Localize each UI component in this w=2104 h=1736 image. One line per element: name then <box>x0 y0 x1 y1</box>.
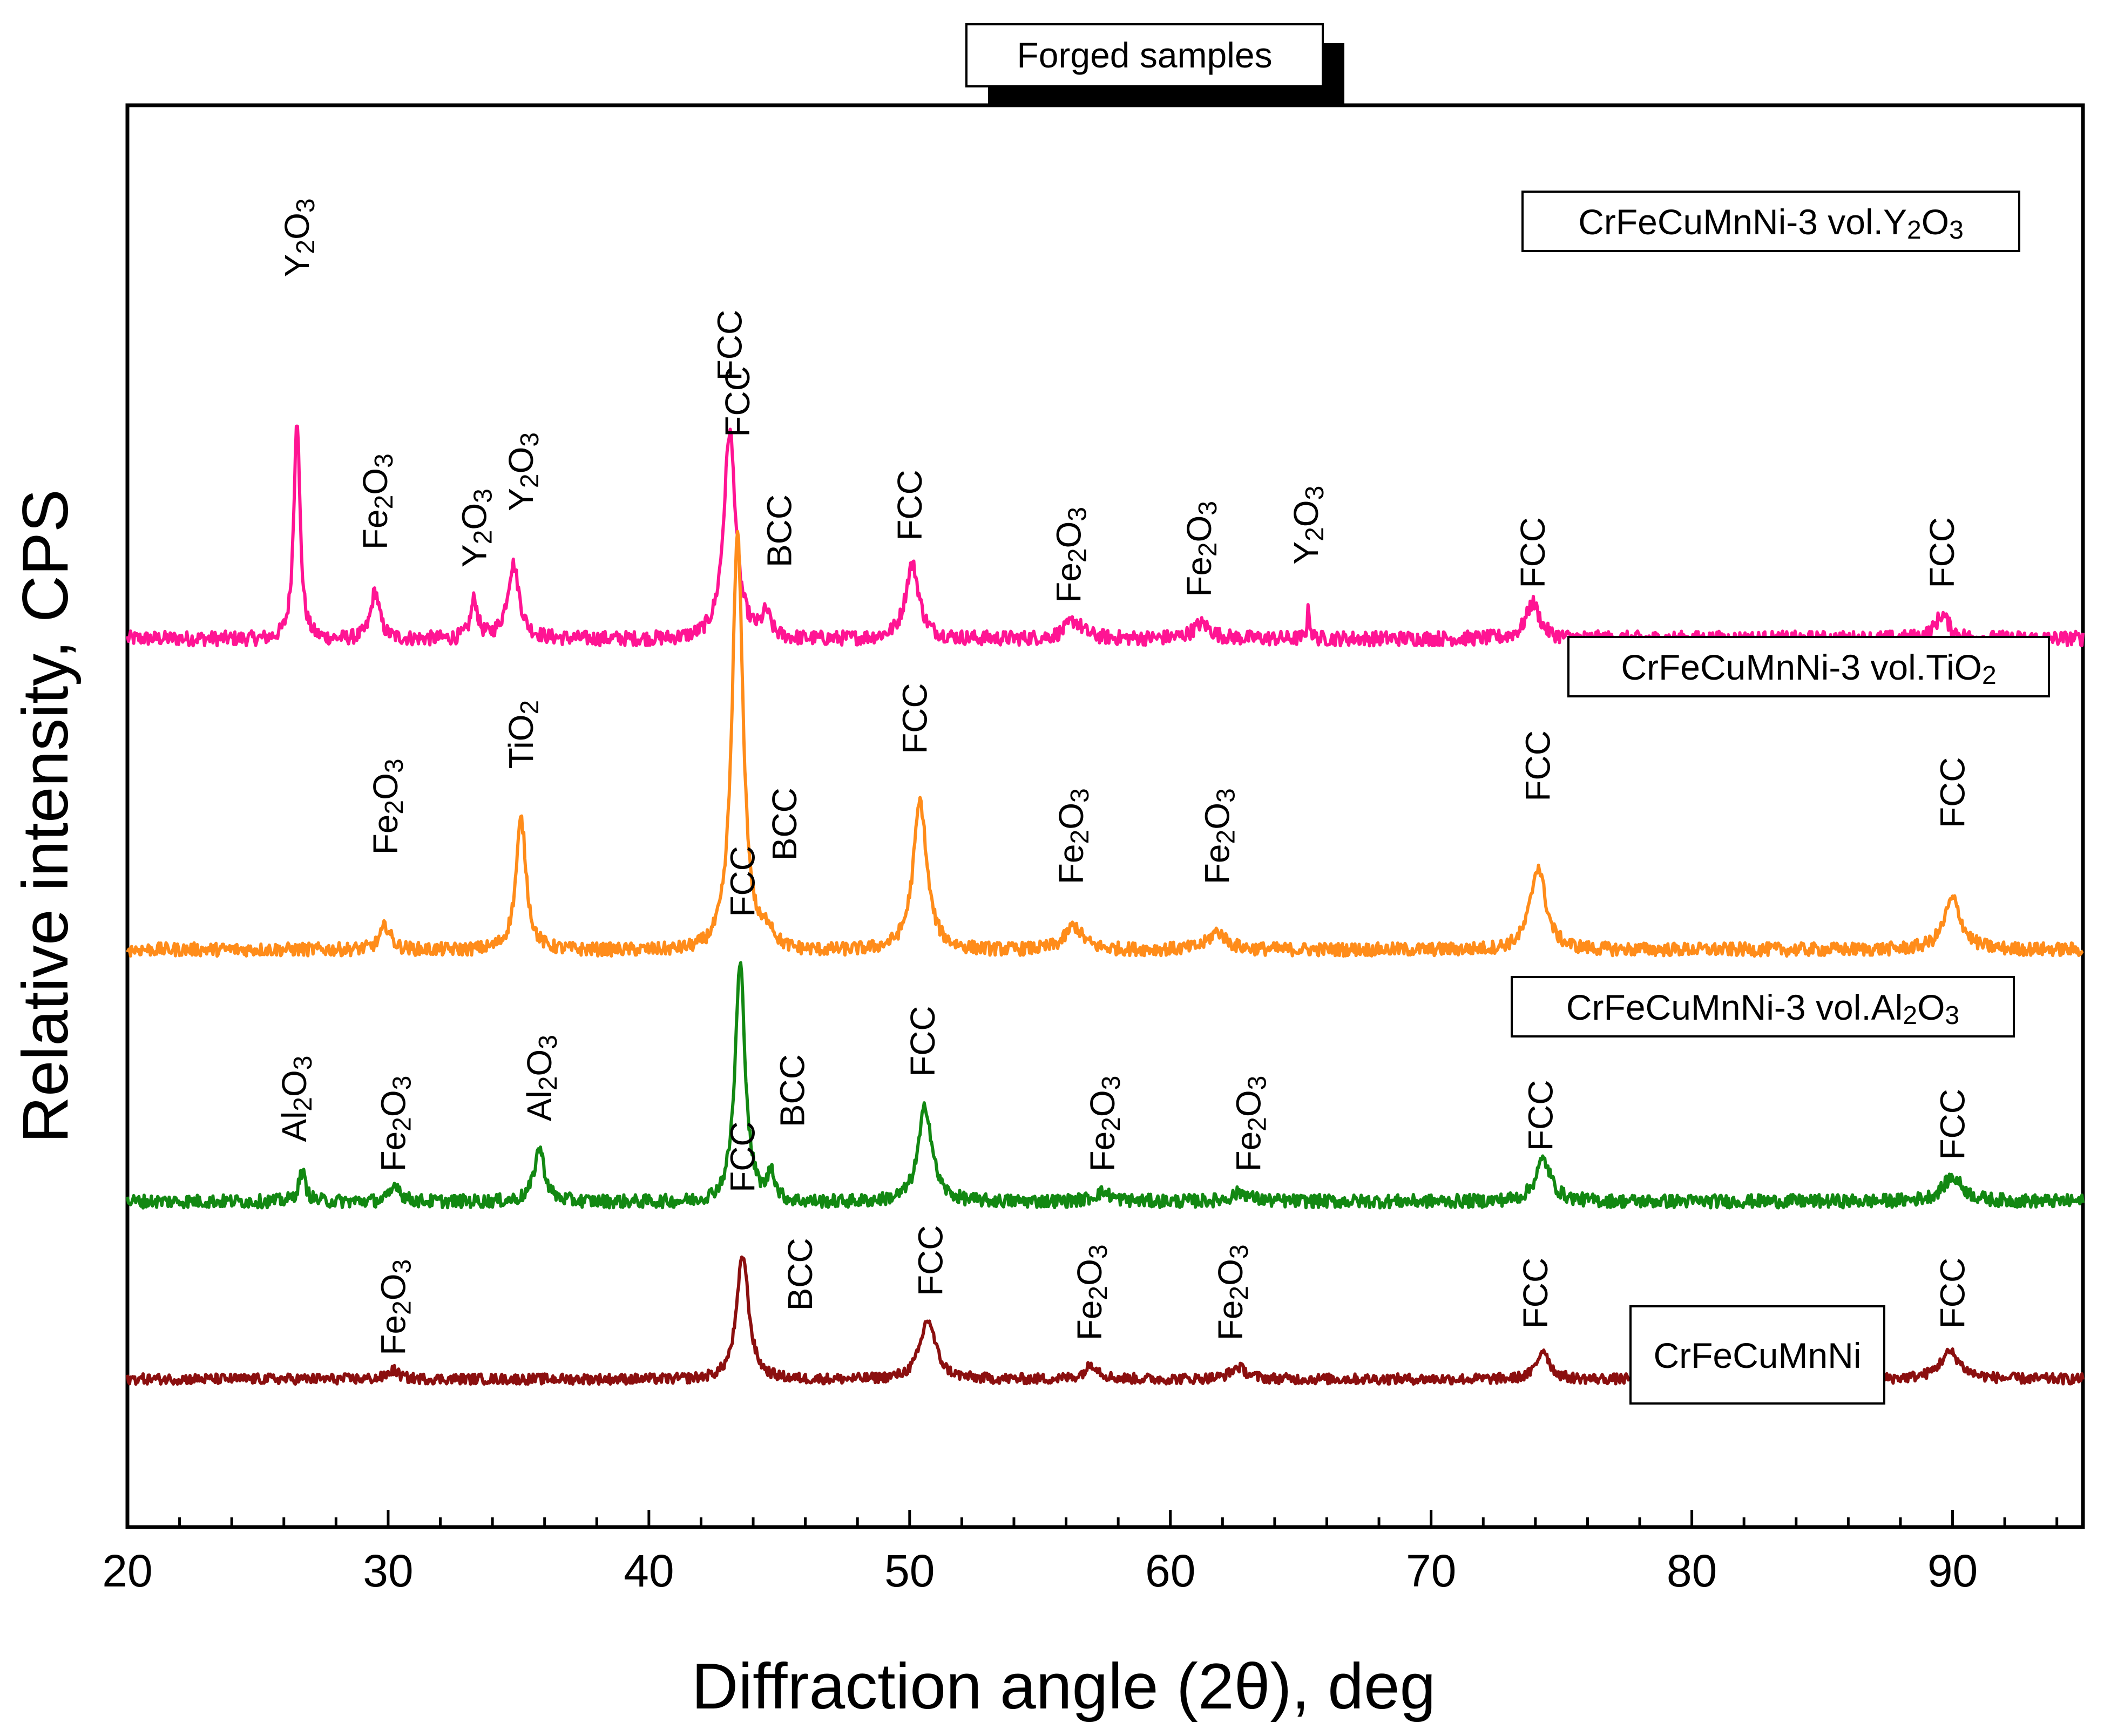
x-tick-label: 20 <box>102 1545 152 1596</box>
peak-label: FCC <box>723 846 762 917</box>
peak-label: Fe2O3 <box>374 1076 417 1172</box>
title-badge: Forged samples <box>965 23 1344 105</box>
series-line-2 <box>126 530 2084 958</box>
x-tick-label: 30 <box>363 1545 413 1596</box>
peak-label: BCC <box>760 494 799 567</box>
peak-label: TiO2 <box>502 700 544 769</box>
peak-label: Fe2O3 <box>1198 788 1241 884</box>
peak-label: Fe2O3 <box>1211 1244 1254 1340</box>
peak-label: FCC <box>896 683 935 754</box>
peak-label: Fe2O3 <box>1070 1244 1113 1340</box>
legend-label: CrFeCuMnNi-3 vol.Al2O3 <box>1566 987 1959 1030</box>
peak-label: FCC <box>718 366 757 437</box>
tick-layer: 20 30 40 50 60 70 80 90 <box>102 1510 2059 1596</box>
peak-label: FCC <box>711 310 749 381</box>
peak-label: Y2O3 <box>1287 486 1329 565</box>
series-line-1 <box>126 424 2085 648</box>
peak-label: FCC <box>903 1006 942 1077</box>
peak-label: Fe2O3 <box>1229 1076 1272 1172</box>
legend-item: CrFeCuMnNi-3 vol.Al2O3 <box>1511 976 2015 1037</box>
peak-label: BCC <box>781 1238 820 1311</box>
peak-label: Al2O3 <box>520 1035 563 1121</box>
peak-label: FCC <box>1933 1258 1972 1329</box>
peak-label: FCC <box>890 470 929 541</box>
series-layer <box>126 424 2085 1386</box>
peak-label: Fe2O3 <box>1180 501 1222 597</box>
chart-title: Forged samples <box>1017 35 1272 75</box>
peak-label: Fe2O3 <box>374 1259 417 1355</box>
legend-label: CrFeCuMnNi <box>1653 1335 1861 1375</box>
y-axis-title: Relative intensity, CPS <box>9 489 82 1143</box>
legend-label: CrFeCuMnNi-3 vol.Y2O3 <box>1578 202 1964 245</box>
peak-label: Fe2O3 <box>1049 507 1092 603</box>
peak-label: FCC <box>911 1225 950 1296</box>
peak-label: Y2O3 <box>502 432 544 511</box>
peak-label: FCC <box>1923 517 1961 588</box>
peak-label: FCC <box>1933 1089 1972 1160</box>
peak-label: Fe2O3 <box>356 453 398 550</box>
legend-item: CrFeCuMnNi <box>1629 1305 1885 1405</box>
x-tick-label: 50 <box>884 1545 935 1596</box>
peak-label: Fe2O3 <box>366 758 409 855</box>
legend-layer: CrFeCuMnNi-3 vol.Y2O3 CrFeCuMnNi-3 vol.Ti… <box>1511 191 2050 1405</box>
peak-label: BCC <box>765 788 804 860</box>
x-tick-label: 60 <box>1145 1545 1195 1596</box>
peak-label: Fe2O3 <box>1052 788 1094 884</box>
legend-label: CrFeCuMnNi-3 vol.TiO2 <box>1621 647 1996 690</box>
legend-item: CrFeCuMnNi-3 vol.Y2O3 <box>1521 191 2020 252</box>
x-tick-label: 80 <box>1667 1545 1717 1596</box>
peak-label: Y2O3 <box>455 489 497 567</box>
title-badge-box <box>965 23 1324 87</box>
legend-box <box>1567 636 2050 697</box>
x-tick-label: 40 <box>624 1545 674 1596</box>
x-tick-label: 70 <box>1406 1545 1456 1596</box>
x-axis-title: Diffraction angle (2θ), deg <box>692 1650 1436 1723</box>
legend-box <box>1521 191 2020 252</box>
legend-box <box>1629 1305 1885 1405</box>
peak-label: BCC <box>773 1054 812 1127</box>
peak-label: Fe2O3 <box>1083 1076 1126 1172</box>
peak-label: FCC <box>723 1121 762 1192</box>
peak-label: Y2O3 <box>278 198 320 277</box>
peak-label: FCC <box>1521 1080 1560 1151</box>
x-tick-label: 90 <box>1927 1545 1978 1596</box>
peak-label: FCC <box>1519 730 1558 802</box>
series-line-3 <box>126 961 2085 1210</box>
legend-item: CrFeCuMnNi-3 vol.TiO2 <box>1567 636 2050 697</box>
peak-label: FCC <box>1933 757 1972 828</box>
legend-box <box>1511 976 2015 1037</box>
peak-label: Al2O3 <box>275 1056 317 1142</box>
peak-label: FCC <box>1513 517 1552 588</box>
peak-label: FCC <box>1516 1258 1555 1329</box>
